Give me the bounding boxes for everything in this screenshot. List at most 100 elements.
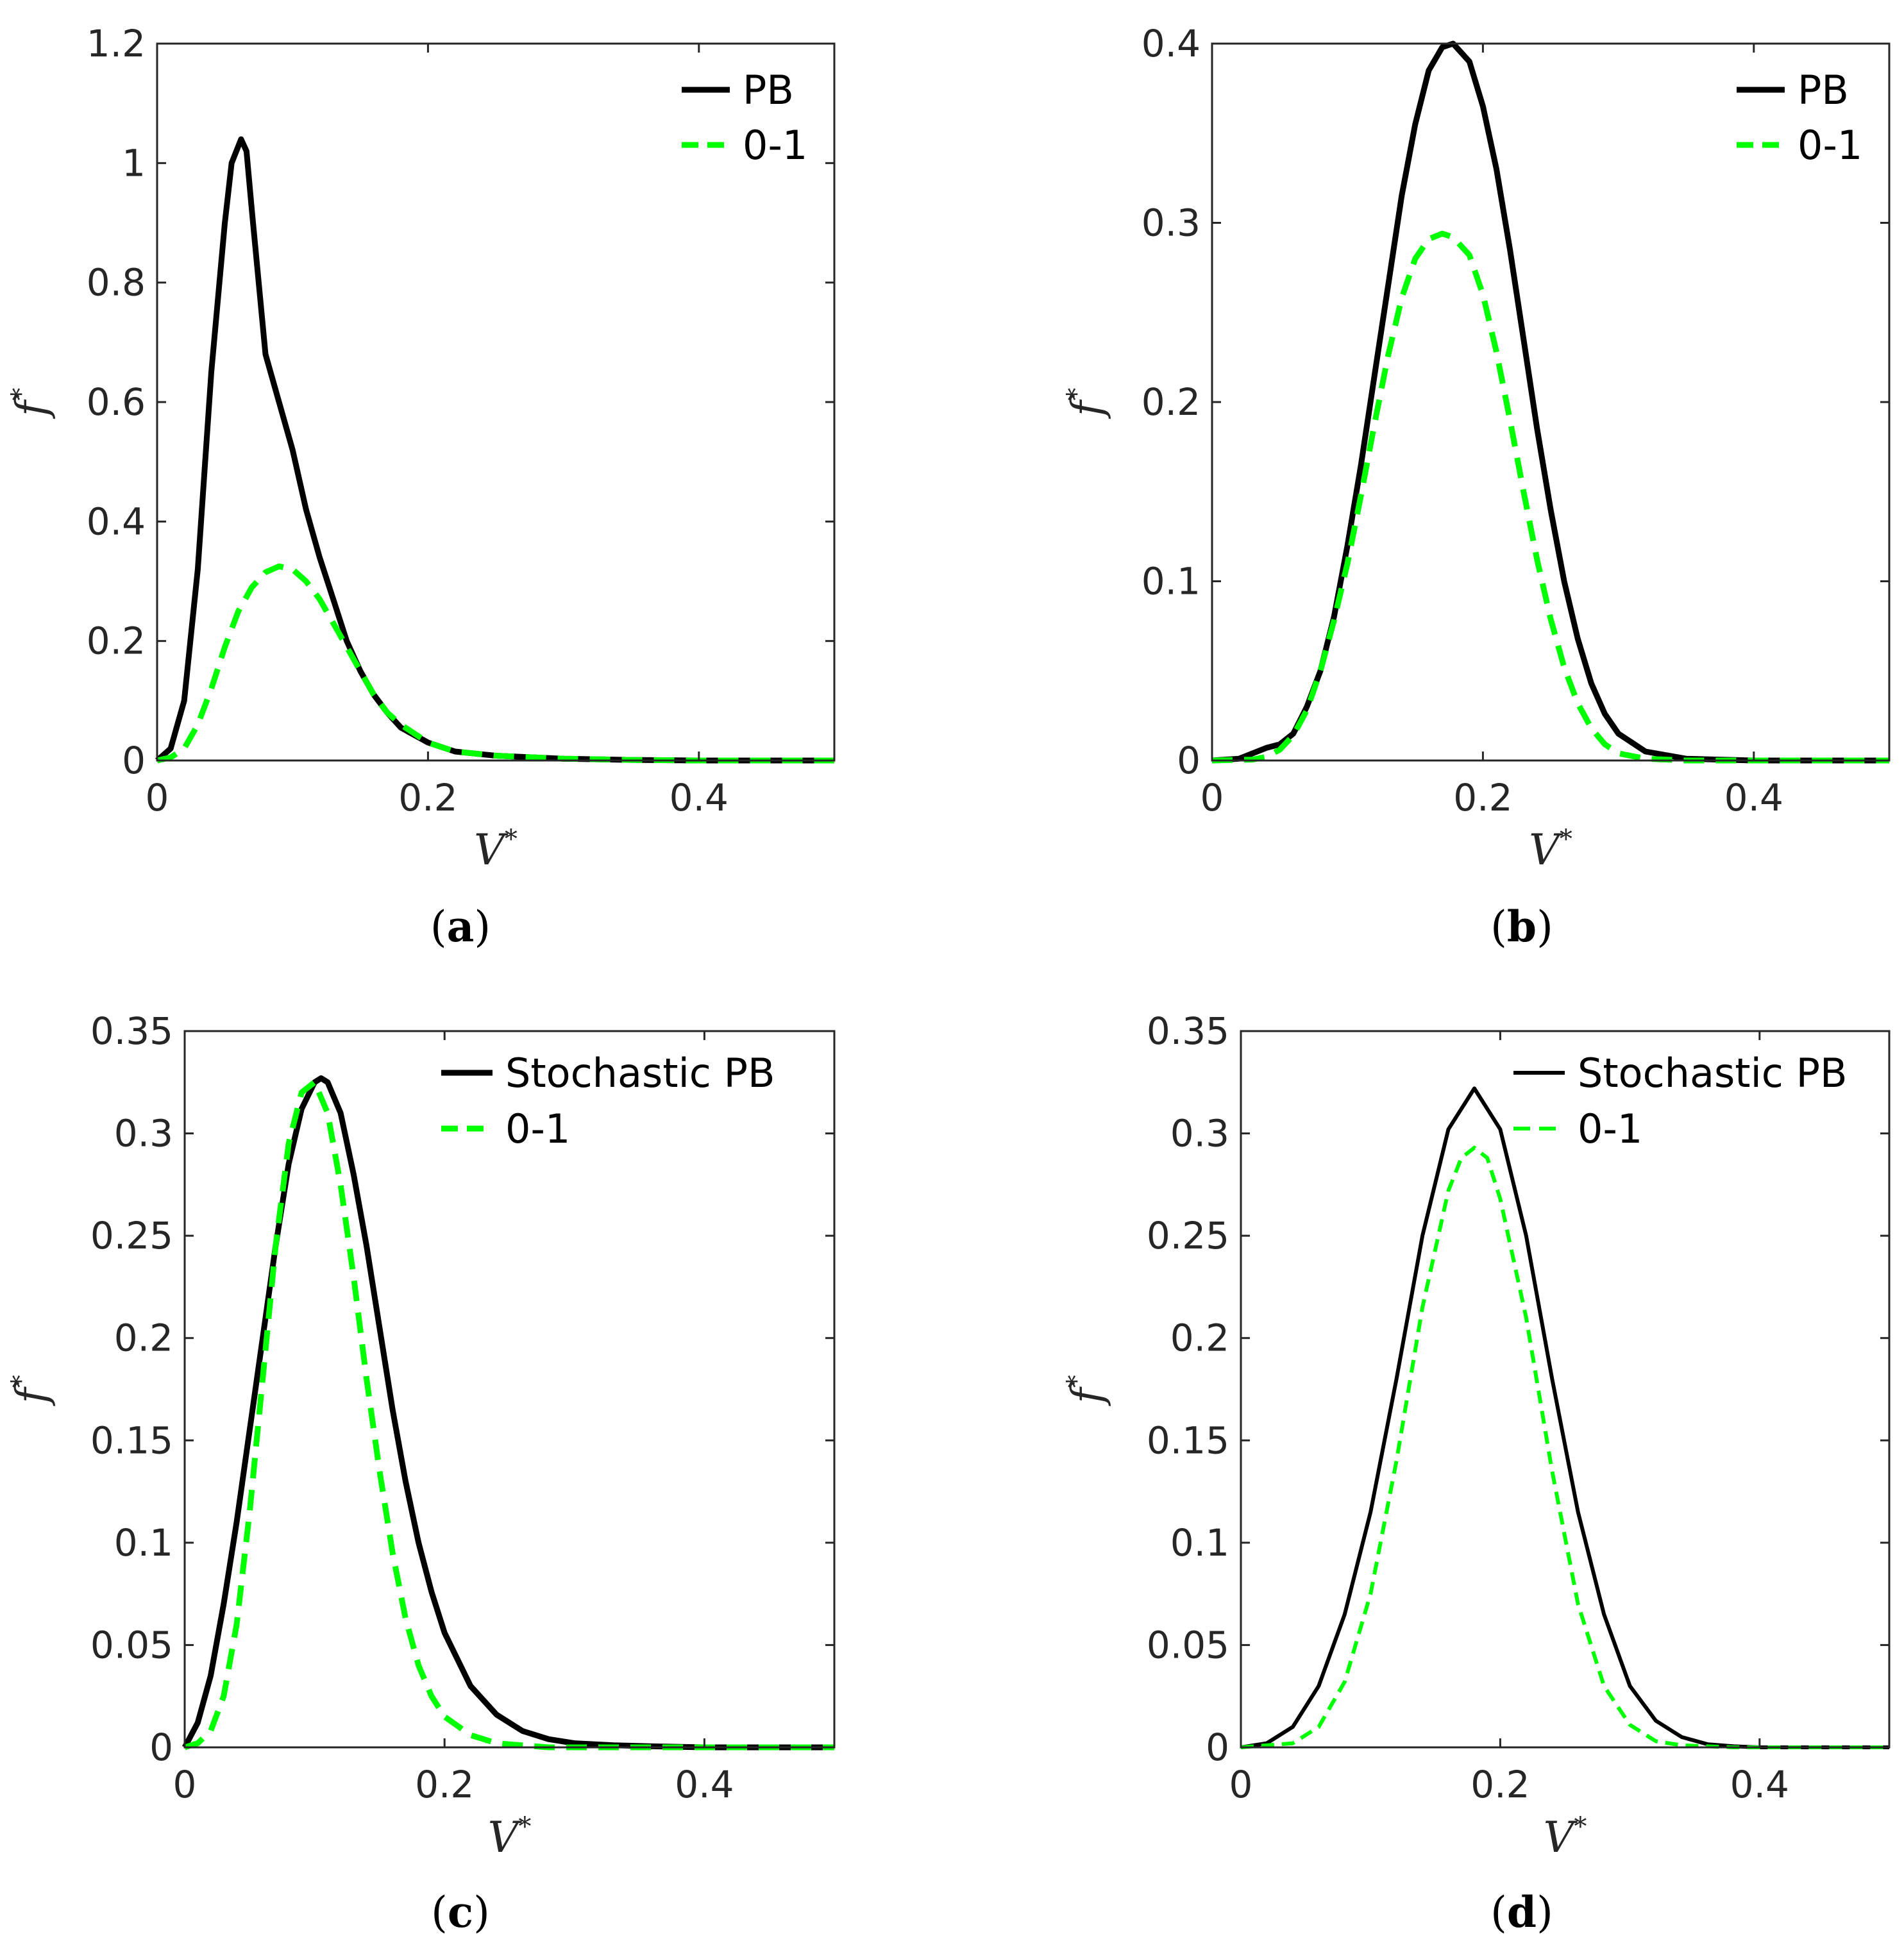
chart-panel-a: 0 0.2 0.400.20.40.60.811.2V*f*PB0-1(a) <box>6 22 836 952</box>
panel-caption-close-a: ) <box>474 902 491 952</box>
panel-caption-c: (c) <box>431 1887 490 1937</box>
panel-caption-open-b: ( <box>1490 902 1507 952</box>
x-axis-label-c: V* <box>488 1812 532 1862</box>
x-axis-label-text-c: V <box>488 1813 523 1862</box>
x-tick-label-a: 0.4 <box>670 776 729 819</box>
x-tick-label-b: 0 <box>1201 776 1224 819</box>
legend-c: Stochastic PB 0-1 <box>441 1050 775 1152</box>
y-axis-label-sup-c: * <box>6 1375 36 1388</box>
y-tick-label-d: 0 <box>1206 1726 1229 1769</box>
series-line-pb-a <box>155 136 834 764</box>
legend-a: PB 0-1 <box>682 67 807 169</box>
legend-label-zero-one-a: 0-1 <box>743 122 807 169</box>
y-tick-label-c: 0.05 <box>90 1623 173 1667</box>
y-tick-label-a: 0.6 <box>87 380 146 424</box>
series-line-zero-one-a <box>156 563 834 764</box>
x-axis-label-text-d: V <box>1544 1813 1578 1862</box>
chart-panel-d: 0 0.2 0.400.050.10.150.20.250.30.35V*f*Sto… <box>1062 1009 1891 1937</box>
series-line-pb-c <box>182 1075 834 1751</box>
panel-caption-letter-d: d <box>1507 1887 1537 1937</box>
y-axis-label-sup-d: * <box>1062 1375 1091 1388</box>
y-tick-label-b: 0.2 <box>1142 380 1201 424</box>
x-tick-label-a: 0.2 <box>398 776 457 819</box>
x-axis-label-a: V* <box>474 825 518 875</box>
panel-caption-open-d: ( <box>1490 1888 1507 1937</box>
y-tick-label-a: 1.2 <box>87 22 146 65</box>
y-tick-label-a: 1 <box>122 141 146 185</box>
panel-caption-open-c: ( <box>431 1888 448 1937</box>
y-tick-label-a: 0.2 <box>87 619 146 663</box>
x-tick-label-d: 0.4 <box>1730 1763 1789 1806</box>
chart-panel-c: 0 0.2 0.400.050.10.150.20.250.30.35V*f*Sto… <box>6 1009 836 1937</box>
x-tick-label-c: 0.4 <box>675 1763 734 1806</box>
y-tick-label-d: 0.05 <box>1147 1623 1229 1667</box>
chart-panel-b: 0 0.2 0.400.10.20.30.4V*f*PB0-1(b) <box>1062 22 1891 952</box>
x-tick-label-c: 0.2 <box>415 1763 474 1806</box>
y-tick-label-a: 0.4 <box>87 500 146 543</box>
y-tick-label-b: 0.3 <box>1142 201 1201 245</box>
y-tick-label-c: 0.25 <box>90 1214 173 1257</box>
y-tick-label-d: 0.1 <box>1170 1521 1229 1565</box>
legend-label-pb-c: Stochastic PB <box>505 1050 775 1097</box>
x-axis-label-sup-b: * <box>1560 825 1572 854</box>
y-tick-label-d: 0.15 <box>1147 1418 1229 1462</box>
x-tick-label-b: 0.2 <box>1453 776 1512 819</box>
x-tick-label-c: 0 <box>173 1763 197 1806</box>
legend-d: Stochastic PB 0-1 <box>1513 1050 1848 1152</box>
series-line-zero-one-b <box>1211 230 1889 764</box>
legend-label-zero-one-b: 0-1 <box>1798 122 1862 169</box>
legend-label-zero-one-d: 0-1 <box>1578 1105 1642 1152</box>
y-tick-label-c: 0.2 <box>114 1316 173 1360</box>
y-tick-label-c: 0.3 <box>114 1112 173 1155</box>
y-axis-label-c: f* <box>6 1375 56 1406</box>
y-tick-label-b: 0.4 <box>1142 22 1201 65</box>
x-axis-label-b: V* <box>1529 825 1572 875</box>
x-axis-label-text-b: V <box>1529 825 1563 875</box>
x-axis-label-sup-d: * <box>1574 1812 1587 1842</box>
legend-label-pb-d: Stochastic PB <box>1578 1050 1848 1097</box>
y-tick-label-c: 0.15 <box>90 1418 173 1462</box>
y-tick-label-c: 0 <box>149 1726 173 1769</box>
y-tick-label-b: 0.1 <box>1142 560 1201 603</box>
legend-label-pb-b: PB <box>1798 67 1849 113</box>
y-tick-label-a: 0.8 <box>87 261 146 305</box>
y-axis-label-sup-b: * <box>1062 388 1091 401</box>
x-tick-label-b: 0.4 <box>1724 776 1783 819</box>
panel-caption-open-a: ( <box>430 902 447 952</box>
panel-caption-letter-b: b <box>1507 902 1537 952</box>
x-axis-label-sup-c: * <box>518 1812 531 1842</box>
axes-box-d <box>1240 1030 1891 1749</box>
x-axis-label-d: V* <box>1544 1812 1587 1862</box>
legend-label-zero-one-c: 0-1 <box>505 1105 570 1152</box>
panel-caption-b: (b) <box>1490 902 1553 952</box>
panel-caption-letter-a: a <box>447 902 475 952</box>
y-axis-label-d: f* <box>1062 1375 1112 1406</box>
panel-caption-close-b: ) <box>1537 902 1553 952</box>
x-axis-label-sup-a: * <box>505 825 518 854</box>
x-axis-label-text-a: V <box>474 825 509 875</box>
legend-label-pb-a: PB <box>743 67 794 113</box>
y-tick-label-b: 0 <box>1177 739 1201 782</box>
y-tick-label-d: 0.25 <box>1147 1214 1229 1257</box>
charts-root: 0 0.2 0.400.20.40.60.811.2V*f*PB0-1(a)0 0.2… <box>6 22 1891 1937</box>
y-tick-label-d: 0.3 <box>1170 1112 1229 1155</box>
y-tick-label-c: 0.35 <box>90 1009 173 1053</box>
panel-caption-a: (a) <box>430 902 491 952</box>
y-tick-label-d: 0.35 <box>1147 1009 1229 1053</box>
panel-caption-letter-c: c <box>448 1887 473 1937</box>
y-tick-label-a: 0 <box>122 739 146 782</box>
y-tick-label-d: 0.2 <box>1170 1316 1229 1360</box>
legend-b: PB 0-1 <box>1737 67 1862 169</box>
y-axis-label-sup-a: * <box>6 388 36 401</box>
x-tick-label-d: 0 <box>1229 1763 1253 1806</box>
x-tick-label-a: 0 <box>146 776 169 819</box>
panel-caption-d: (d) <box>1490 1887 1553 1937</box>
x-tick-label-d: 0.2 <box>1470 1763 1529 1806</box>
y-tick-label-c: 0.1 <box>114 1521 173 1565</box>
series-line-zero-one-d <box>1240 1145 1889 1749</box>
panel-caption-close-c: ) <box>473 1888 490 1937</box>
axes-box-c <box>183 1030 836 1749</box>
panel-caption-close-d: ) <box>1537 1888 1553 1937</box>
